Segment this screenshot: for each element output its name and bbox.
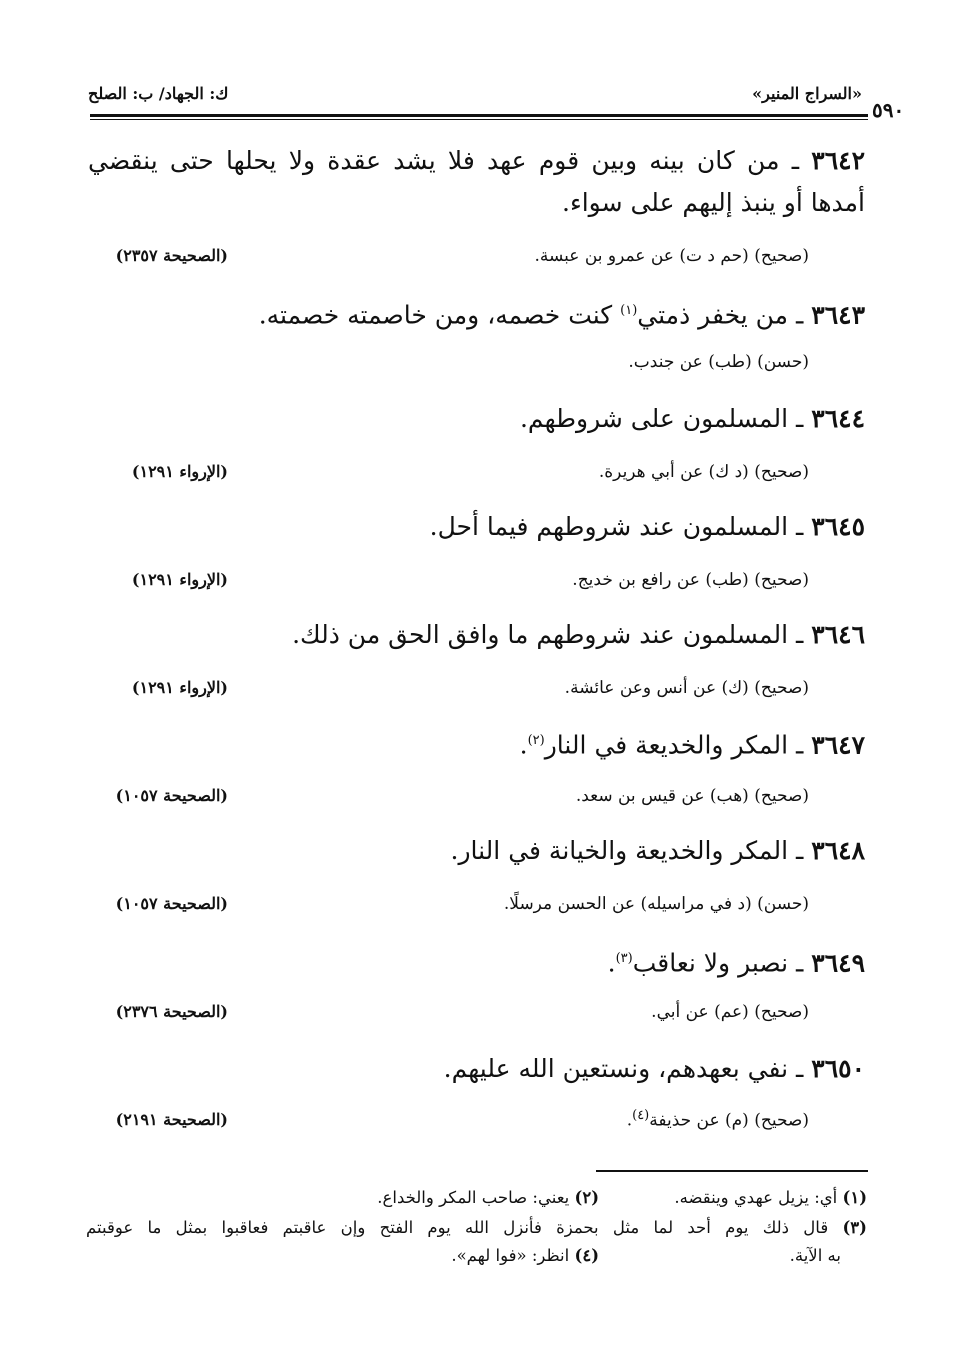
hadith-source: (حسن) (طب) عن جندب. — [628, 352, 809, 372]
hadith-text: ٣٦٥٠ ـ نفي بعهدهم، ونستعين الله عليهم. — [443, 1054, 865, 1083]
hadith-text: ٣٦٤٥ ـ المسلمون عند شروطهم فيما أحل. — [429, 512, 865, 541]
hadith-text: ٣٦٤٦ ـ المسلمون عند شروطهم ما وافق الحق … — [292, 620, 865, 649]
footnote-2: (٢) يعني: صاحب المكر والخداع. — [377, 1188, 599, 1207]
header-rule-thin — [90, 119, 868, 120]
hadith-source: (صحيح) (م) عن حذيفة(٤). — [626, 1108, 809, 1131]
footnote-4: (٤) انظر: «فوا لهم». — [451, 1246, 599, 1265]
hadith-source: (حسن) (د في مراسيله) عن الحسن مرسلًا. — [503, 894, 809, 914]
hadith-reference: (الصحيحة ١٠٥٧) — [115, 786, 228, 805]
hadith-text: ٣٦٤٣ ـ من يخفر ذمتي(١) كنت خصمه، ومن خاص… — [258, 300, 865, 330]
hadith-source: (صحيح) (ك) عن أنس وعن عائشة. — [564, 678, 809, 698]
footnote-mark[interactable]: (٢) — [527, 733, 545, 748]
hadith-reference: (الإرواء ١٢٩١) — [131, 570, 228, 589]
hadith-source: (صحيح) (طب) عن رافع بن خديج. — [572, 570, 809, 590]
footnote-mark[interactable]: (١) — [620, 303, 638, 318]
running-title: «السراج المنير» — [752, 84, 862, 103]
footnote-1: (١) أي: يزيل عهدي وينقضه. — [674, 1188, 867, 1207]
hadith-text: ٣٦٤٤ ـ المسلمون على شروطهم. — [519, 404, 865, 433]
hadith-reference: (الإرواء ١٢٩١) — [131, 678, 228, 697]
hadith-reference: (الصحيحة ٢٣٧٦) — [115, 1002, 228, 1021]
footnote-mark[interactable]: (٣) — [615, 951, 633, 966]
footnote-3: (٣) قال ذلك يوم أحد لما مثل بحمزة فأنزل … — [86, 1218, 867, 1237]
hadith-reference: (الصحيحة ١٠٥٧) — [115, 894, 228, 913]
hadith-reference: (الصحيحة ٢١٩١) — [115, 1110, 228, 1129]
header-rule — [90, 114, 868, 117]
hadith-source: (صحيح) (د ك) عن أبي هريرة. — [598, 462, 809, 482]
hadith-source: (صحيح) (عم) عن أبي. — [651, 1002, 809, 1022]
hadith-reference: (الصحيحة ٢٣٥٧) — [115, 246, 228, 265]
hadith-reference: (الإرواء ١٢٩١) — [131, 462, 228, 481]
hadith-text: ٣٦٤٩ ـ نصبر ولا نعاقب(٣). — [607, 948, 865, 978]
running-section: ك: الجهاد/ ب: الصلح — [88, 84, 229, 103]
footnote-mark[interactable]: (٤) — [632, 1108, 650, 1123]
hadith-text: ٣٦٤٧ ـ المكر والخديعة في النار(٢). — [519, 730, 865, 760]
hadith-source: (صحيح) (هب) عن قيس بن سعد. — [575, 786, 809, 806]
footnote-rule — [596, 1170, 868, 1172]
hadith-text: ٣٦٤٢ ـ من كان بينه وبين قوم عهد فلا يشد … — [88, 146, 865, 217]
hadith-source: (صحيح) (حم د ت) عن عمرو بن عبسة. — [534, 246, 809, 266]
hadith-text: ٣٦٤٨ ـ المكر والخديعة والخيانة في النار. — [450, 836, 866, 865]
page-number: ٥٩٠ — [872, 98, 905, 122]
footnote-3-cont: به الآية. — [789, 1246, 841, 1265]
